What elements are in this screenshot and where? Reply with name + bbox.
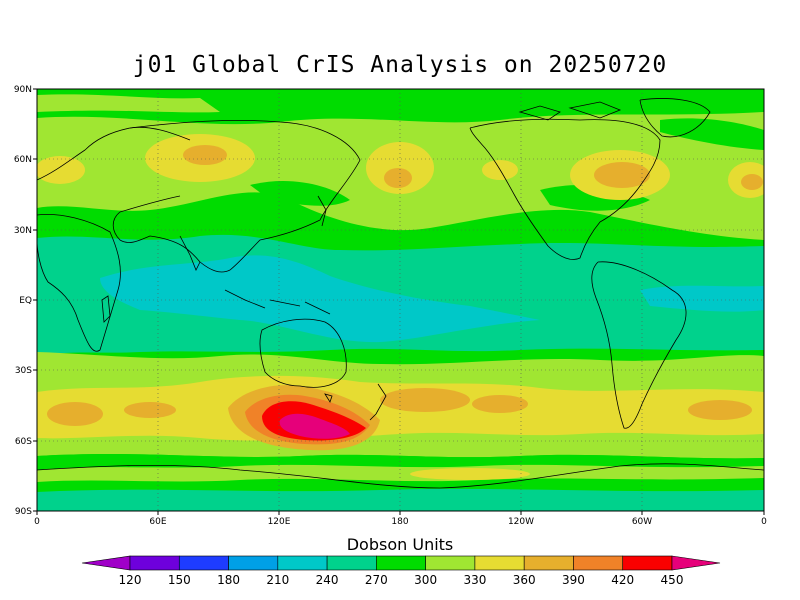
colorbar-level-label: 450 [661,573,684,587]
ozone-max-magenta [279,413,350,439]
colorbar-level-label: 120 [119,573,142,587]
south-orange-patch-2 [380,388,470,412]
lat-label-30n: 30N [14,226,32,236]
colorbar-level-label: 360 [513,573,536,587]
lat-label-90s: 90S [15,507,32,517]
colorbar [81,555,721,571]
coastline-africa [37,213,121,352]
atlantic-low-cyan [640,285,764,312]
colorbar-box [622,555,673,571]
colorbar-box [523,555,574,571]
antarctic-light-green [37,464,764,482]
coastline-india [179,235,201,271]
colorbar-level-label: 390 [562,573,585,587]
coastline-madagascar [101,295,111,323]
coastline-japan [317,195,327,227]
coastline-greenland [639,98,711,138]
colorbar-level-label: 300 [414,573,437,587]
north-yellow-blob-5 [37,156,85,184]
colorbar-level-label: 210 [266,573,289,587]
north-green-break-3 [660,118,764,150]
coastline-new-zealand [369,383,387,421]
coastlines [37,98,764,489]
coastline-indonesia [224,289,331,315]
south-orange-patch-1 [47,402,103,426]
colorbar-box [178,555,229,571]
colorbar-labels: 120 150 180 210 240 270 300 330 360 390 420 450 [119,573,684,587]
lon-label-180: 180 [391,517,408,527]
lat-label-60n: 60N [14,155,32,165]
lon-ticks [36,511,765,515]
colorbar-box [228,555,279,571]
colorbar-box [326,555,377,571]
colorbar-box [376,555,426,571]
latitude-axis: 90N 60N 30N EQ 30S 60S 90S [14,85,32,517]
south-orange-patch-3 [472,395,528,413]
coastline-tasmania [324,393,333,403]
colorbar-box [573,555,624,571]
colorbar-level-label: 270 [365,573,388,587]
colorbar-box [129,555,180,571]
map-title: j01 Global CrIS Analysis on 20250720 [132,52,668,78]
coastline-asia [112,120,361,273]
coastline-south-america [591,261,687,429]
north-orange-blob-1 [183,145,227,165]
colorbar-level-label: 330 [463,573,486,587]
coastline-antarctica [37,463,764,489]
coastline-arctic-islands [518,101,622,121]
north-yellow-blob-2 [366,142,434,194]
lat-ticks [33,88,37,512]
antarctic-mid [37,488,764,511]
north-orange-blob-4 [741,174,763,190]
coastline-australia [259,318,347,388]
coastline-north-america [469,118,661,260]
arctic-light-green [37,94,220,113]
lon-label-120e: 120E [268,517,291,527]
north-orange-blob-3 [594,162,650,188]
lat-label-90n: 90N [14,85,32,95]
lon-label-60w: 60W [632,517,652,527]
lon-label-60e: 60E [149,517,166,527]
lon-label-120w: 120W [508,517,534,527]
colorbar-box [425,555,476,571]
colorbar-high-triangle [671,555,721,571]
south-orange-patch-5 [124,402,176,418]
colorbar-low-triangle [81,555,131,571]
lon-label-0-west: 0 [34,517,40,527]
north-green-break-1 [250,180,350,206]
lat-label-30s: 30S [15,366,32,376]
lat-label-eq: EQ [19,296,32,306]
ozone-contour-field [37,89,764,511]
colorbar-level-label: 420 [611,573,634,587]
antarctic-yellow [410,468,530,480]
tropical-low-cyan [100,255,540,343]
colorbar-level-label: 180 [217,573,240,587]
colorbar-box [474,555,525,571]
colorbar-level-label: 150 [168,573,191,587]
legend-title: Dobson Units [346,535,454,554]
lon-label-0-east: 0 [761,517,767,527]
north-orange-blob-2 [384,168,412,188]
south-orange-patch-4 [688,400,752,420]
colorbar-level-label: 240 [316,573,339,587]
colorbar-box [277,555,328,571]
lat-label-60s: 60S [15,437,32,447]
longitude-axis: 0 60E 120E 180 120W 60W 0 [34,517,767,527]
coastline-europe [37,126,191,181]
